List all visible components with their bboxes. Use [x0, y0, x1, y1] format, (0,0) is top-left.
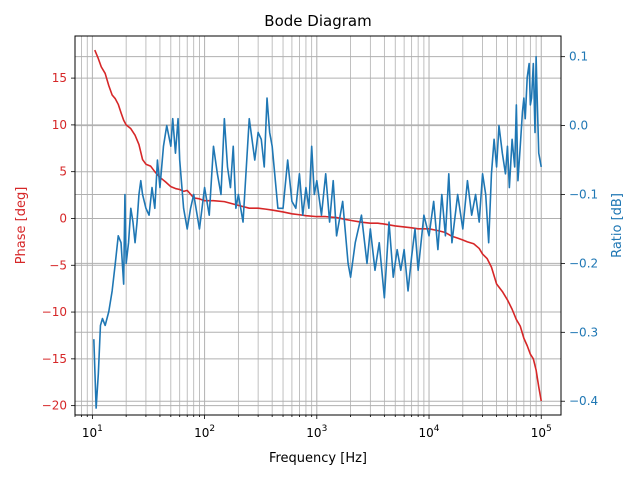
right-y-tick-label: −0.3: [569, 325, 598, 339]
x-tick-label: 103: [306, 424, 327, 440]
left-y-tick-label: −20: [42, 399, 67, 413]
left-y-tick-label: −10: [42, 305, 67, 319]
grid: [74, 36, 561, 415]
left-y-tick-label: 10: [52, 118, 67, 132]
right-y-tick-label: 0.1: [569, 50, 588, 64]
plot-frame: [74, 35, 562, 416]
x-tick-label: 101: [82, 424, 103, 440]
left-y-axis-label: Phase [deg]: [14, 187, 29, 265]
x-axis-label: Frequency [Hz]: [269, 451, 367, 466]
left-y-tick-label: 15: [52, 71, 67, 85]
left-y-tick-label: −15: [42, 352, 67, 366]
x-tick-label: 105: [531, 424, 552, 440]
chart-title: Bode Diagram: [264, 12, 371, 30]
right-y-tick-label: −0.2: [569, 256, 598, 270]
series-layer: [93, 49, 543, 409]
phase-series-line: [94, 49, 543, 402]
right-y-axis-label: Ratio [dB]: [610, 193, 625, 258]
tick-layer: 101 102 103 104 105 −20 −15 −10 −5 0 5 10 15 −0.4 −0.3…: [42, 50, 598, 440]
ratio-series-line: [93, 55, 543, 409]
left-y-tick-label: 0: [59, 211, 67, 225]
right-y-tick-label: −0.1: [569, 187, 598, 201]
x-tick-label: 104: [419, 424, 440, 440]
right-y-tick-label: 0.0: [569, 119, 588, 133]
left-y-tick-label: −5: [49, 258, 67, 272]
x-tick-label: 102: [194, 424, 215, 440]
right-y-tick-label: −0.4: [569, 394, 598, 408]
left-y-tick-label: 5: [59, 165, 67, 179]
